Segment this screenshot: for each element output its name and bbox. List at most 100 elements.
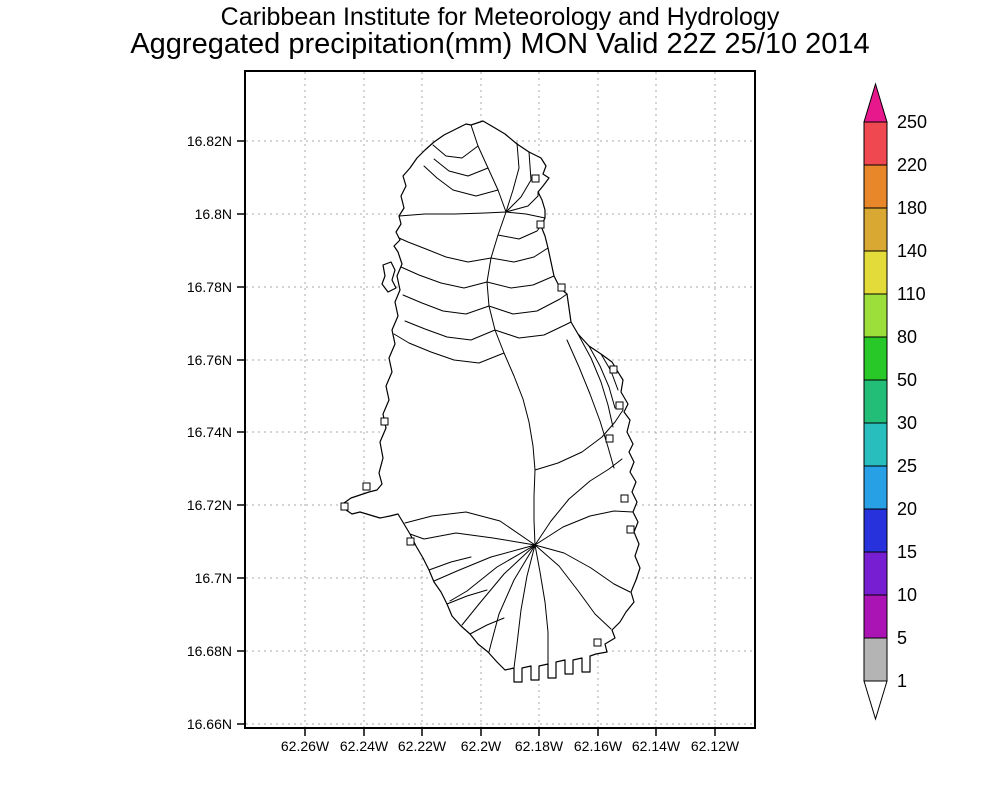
- watershed-line: [577, 333, 614, 428]
- watershed-line: [505, 191, 539, 213]
- grid-cell-square: [557, 283, 566, 292]
- watershed-line: [488, 544, 536, 653]
- colorbar-tick-label: 250: [897, 112, 927, 132]
- watershed-line: [400, 266, 488, 289]
- x-axis-labels: 62.26W 62.24W 62.22W 62.2W 62.18W 62.16W…: [281, 738, 740, 754]
- coastal-bluff: [381, 261, 397, 293]
- watershed-line: [566, 339, 615, 469]
- watershed-line: [490, 247, 549, 263]
- x-tick-label: 62.18W: [515, 738, 564, 754]
- watershed-line: [486, 211, 536, 546]
- colorbar-block: [863, 293, 888, 338]
- colorbar-tick-label: 220: [897, 155, 927, 175]
- colorbar: 250 220 180 140 110 80 50 30 25 20 15 10…: [863, 82, 927, 721]
- colorbar-labels: 250 220 180 140 110 80 50 30 25 20 15 10…: [897, 112, 927, 691]
- watershed-line: [486, 275, 555, 289]
- colorbar-tick-label: 30: [897, 413, 917, 433]
- grid-cell-square: [605, 434, 614, 443]
- watershed-line: [393, 333, 505, 364]
- colorbar-block: [863, 336, 888, 381]
- y-tick-label: 16.74N: [187, 424, 232, 440]
- colorbar-below-min-arrow: [863, 680, 888, 721]
- watershed-line: [409, 532, 536, 546]
- watershed-line: [461, 544, 536, 626]
- x-tick-label: 62.26W: [281, 738, 330, 754]
- colorbar-tick-label: 180: [897, 198, 927, 218]
- colorbar-tick-label: 25: [897, 456, 917, 476]
- colorbar-tick-label: 10: [897, 585, 917, 605]
- watershed-line: [423, 165, 499, 197]
- watershed-line: [513, 544, 536, 669]
- x-tick-label: 62.14W: [632, 738, 681, 754]
- grid-cell-square: [615, 401, 624, 410]
- colorbar-above-max-arrow: [863, 82, 888, 123]
- watershed-line: [534, 510, 634, 546]
- x-tick-label: 62.24W: [340, 738, 389, 754]
- grid-cell-markers: [340, 174, 635, 647]
- watershed-line: [488, 293, 568, 315]
- colorbar-block: [863, 465, 888, 510]
- colorbar-tick-label: 1: [897, 671, 907, 691]
- grid-cell-square: [620, 494, 629, 503]
- watershed-line: [469, 617, 505, 635]
- colorbar-block: [863, 594, 888, 639]
- island-montserrat: [340, 120, 641, 683]
- y-tick-label: 16.72N: [187, 497, 232, 513]
- watershed-line: [534, 544, 549, 665]
- watershed-line: [446, 589, 488, 605]
- colorbar-block: [863, 508, 888, 553]
- figure-subtitle: Aggregated precipitation(mm) MON Valid 2…: [130, 28, 870, 60]
- y-tick-label: 16.8N: [195, 206, 232, 222]
- x-tick-label: 62.12W: [691, 738, 740, 754]
- y-tick-label: 16.78N: [187, 279, 232, 295]
- grid-cell-square: [340, 502, 349, 511]
- grid-cell-square: [380, 417, 389, 426]
- y-tick-label: 16.66N: [187, 716, 232, 732]
- watershed-line: [398, 237, 492, 263]
- watershed-line: [534, 544, 612, 630]
- watershed-line: [534, 544, 631, 593]
- colorbar-block: [863, 637, 888, 682]
- colorbar-tick-label: 20: [897, 499, 917, 519]
- watershed-line: [505, 151, 532, 213]
- y-axis-labels: 16.82N 16.8N 16.78N 16.76N 16.74N 16.72N…: [187, 133, 232, 732]
- y-tick-label: 16.7N: [195, 570, 232, 586]
- y-tick-label: 16.82N: [187, 133, 232, 149]
- watershed-line: [433, 158, 489, 177]
- colorbar-tick-label: 15: [897, 542, 917, 562]
- colorbar-block: [863, 422, 888, 467]
- watershed-line: [534, 458, 623, 546]
- watershed-line: [432, 144, 479, 159]
- grid-cell-square: [609, 365, 618, 374]
- colorbar-tick-label: 5: [897, 628, 907, 648]
- island-coastline: [343, 120, 641, 683]
- watershed-line: [404, 511, 536, 546]
- figure-title: Caribbean Institute for Meteorology and …: [220, 3, 780, 31]
- watershed-line: [402, 294, 490, 315]
- watershed-line: [398, 211, 546, 219]
- colorbar-tick-label: 50: [897, 370, 917, 390]
- plot-frame: [244, 70, 756, 729]
- colorbar-tick-label: 110: [897, 284, 926, 304]
- watershed-line: [404, 320, 496, 341]
- grid-cell-square: [536, 220, 545, 229]
- colorbar-block: [863, 164, 888, 209]
- grid-cell-square: [406, 537, 415, 546]
- watershed-line: [505, 142, 520, 213]
- axis-ticks: [237, 140, 716, 736]
- grid-cell-square: [626, 525, 635, 534]
- grid-cell-square: [362, 482, 371, 491]
- y-tick-label: 16.76N: [187, 352, 232, 368]
- colorbar-block: [863, 551, 888, 596]
- watershed-line: [588, 345, 616, 409]
- colorbar-tick-label: 140: [897, 241, 927, 261]
- grid-cell-square: [593, 638, 602, 647]
- colorbar-block: [863, 121, 888, 166]
- colorbar-block: [863, 250, 888, 295]
- colorbar-block: [863, 379, 888, 424]
- watershed-line: [433, 544, 536, 582]
- watershed-line: [494, 321, 572, 339]
- watershed-line: [428, 556, 472, 571]
